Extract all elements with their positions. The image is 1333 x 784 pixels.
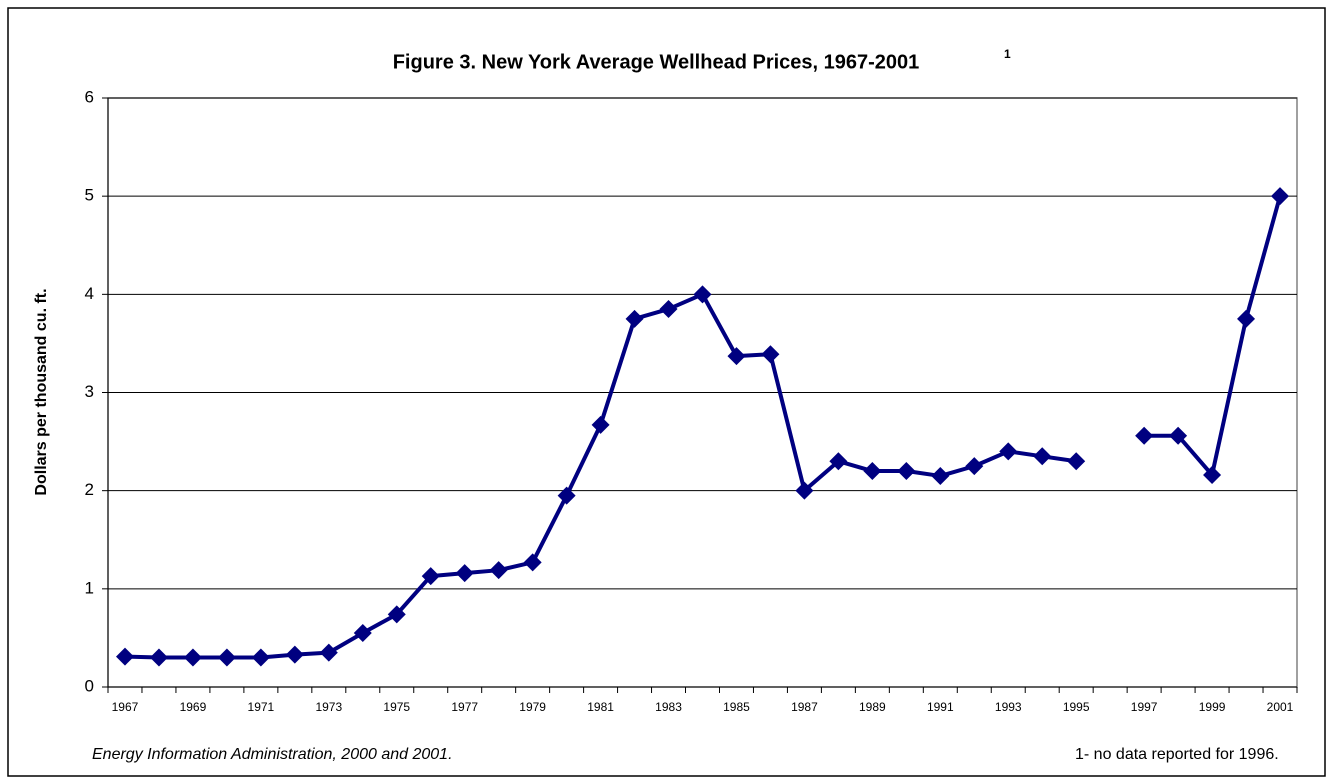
marker [1067, 452, 1086, 471]
x-tick-label: 1981 [587, 700, 614, 714]
marker [1135, 426, 1154, 445]
marker [421, 567, 440, 586]
marker [693, 285, 712, 304]
marker [659, 300, 678, 319]
y-tick-label: 6 [85, 87, 94, 106]
x-tick-label: 1999 [1199, 700, 1226, 714]
x-tick-label: 1993 [995, 700, 1022, 714]
y-tick-label: 3 [85, 382, 94, 401]
marker [1271, 187, 1290, 206]
marker [727, 347, 746, 366]
marker [999, 442, 1018, 461]
x-tick-label: 1985 [723, 700, 750, 714]
x-tick-label: 1969 [180, 700, 207, 714]
marker [353, 624, 372, 643]
marker [1203, 465, 1222, 484]
chart-title: Figure 3. New York Average Wellhead Pric… [393, 51, 920, 73]
y-tick-label: 0 [85, 676, 94, 695]
y-tick-label: 2 [85, 480, 94, 499]
x-tick-label: 1997 [1131, 700, 1158, 714]
marker [183, 648, 202, 667]
marker [285, 645, 304, 664]
marker [149, 648, 168, 667]
marker [251, 648, 270, 667]
marker [591, 415, 610, 434]
marker [897, 462, 916, 481]
marker [625, 309, 644, 328]
marker [387, 605, 406, 624]
x-tick-label: 1989 [859, 700, 886, 714]
marker [829, 452, 848, 471]
footnote: 1- no data reported for 1996. [1075, 746, 1279, 763]
x-tick-label: 1971 [248, 700, 275, 714]
x-tick-label: 2001 [1267, 700, 1294, 714]
marker [1033, 447, 1052, 466]
x-tick-label: 1983 [655, 700, 682, 714]
marker [965, 457, 984, 476]
x-tick-label: 1979 [519, 700, 546, 714]
x-tick-label: 1995 [1063, 700, 1090, 714]
x-tick-label: 1987 [791, 700, 818, 714]
y-tick-label: 1 [85, 578, 94, 597]
y-tick-label: 5 [85, 186, 94, 205]
marker [217, 648, 236, 667]
marker [931, 466, 950, 485]
marker [863, 462, 882, 481]
source: Energy Information Administration, 2000 … [92, 746, 453, 763]
marker [489, 561, 508, 580]
marker [557, 486, 576, 505]
y-tick-label: 4 [85, 284, 94, 303]
marker [795, 481, 814, 500]
x-tick-label: 1967 [112, 700, 139, 714]
marker [115, 647, 134, 666]
x-tick-label: 1973 [315, 700, 342, 714]
marker [1237, 309, 1256, 328]
marker [761, 345, 780, 364]
marker [455, 564, 474, 583]
title-note: 1 [1004, 47, 1011, 61]
marker [319, 643, 338, 662]
marker [1169, 426, 1188, 445]
x-tick-label: 1991 [927, 700, 954, 714]
x-tick-label: 1977 [451, 700, 478, 714]
y-axis-label: Dollars per thousand cu. ft. [33, 288, 50, 495]
marker [523, 553, 542, 572]
x-tick-label: 1975 [383, 700, 410, 714]
